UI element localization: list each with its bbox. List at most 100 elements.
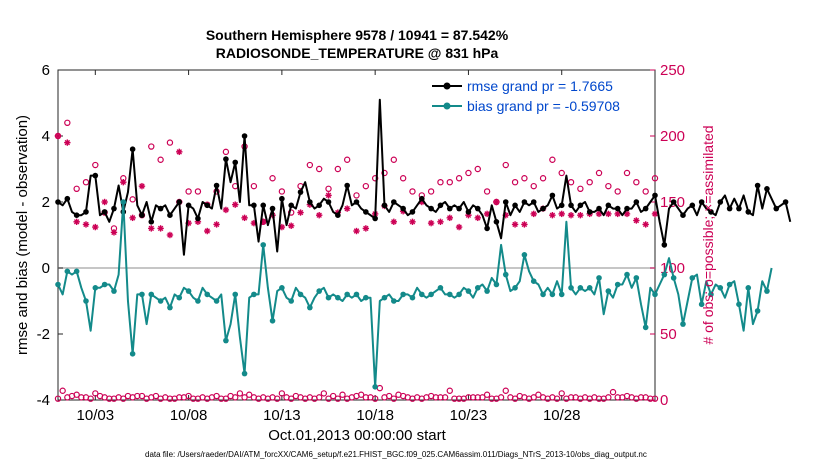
rmse-point xyxy=(400,205,406,212)
obs_bottom_possible-point xyxy=(236,390,244,397)
obs_assimilated-point xyxy=(362,225,370,232)
rmse-point xyxy=(530,199,537,205)
rmse-point xyxy=(708,209,714,215)
obs_possible-point xyxy=(362,182,370,190)
bias-point xyxy=(633,275,640,281)
obs_possible-point xyxy=(633,178,640,186)
rmse-point xyxy=(391,199,397,205)
x-axis-ticks: 10/03 10/08 10/13 10/18 10/23 10/28 xyxy=(77,70,580,424)
rmse-point xyxy=(717,199,724,205)
rmse-point xyxy=(204,202,211,209)
obs_possible-point xyxy=(148,143,155,150)
rmse-point xyxy=(279,195,285,202)
rmse-point xyxy=(745,209,752,215)
rmse-point xyxy=(521,199,528,205)
bias-point xyxy=(558,291,565,298)
obs_bottom_possible-point xyxy=(558,390,565,397)
rmse-point xyxy=(568,202,574,209)
bias-point xyxy=(764,288,770,294)
obs_bottom_possible-point xyxy=(553,395,561,402)
rmse-point xyxy=(325,199,332,205)
obs_assimilated-point xyxy=(427,219,435,227)
rmse-point xyxy=(540,205,546,212)
obs_assimilated-point xyxy=(101,198,108,206)
obs_possible-point xyxy=(315,165,323,173)
x-axis-label: Oct.01,2013 00:00:00 start xyxy=(268,427,446,444)
rmse-point xyxy=(157,205,164,212)
rmse-point xyxy=(512,202,518,209)
rmse-point xyxy=(446,205,453,212)
obs_assimilated-point xyxy=(577,212,584,219)
obs_assimilated-point xyxy=(605,210,612,218)
obs_assimilated-point xyxy=(483,210,491,218)
obs_bottom_possible-point xyxy=(152,392,160,400)
bias-point xyxy=(456,291,462,298)
bias-point xyxy=(269,318,276,324)
obs_assimilated-point xyxy=(446,214,453,222)
obs_possible-point xyxy=(567,178,575,186)
obs_possible-point xyxy=(334,165,342,173)
obs_possible-point xyxy=(502,161,509,169)
bias-point xyxy=(437,285,444,291)
bias-point xyxy=(642,324,649,331)
bias-point xyxy=(64,268,71,275)
obs_assimilated-point xyxy=(474,214,481,222)
obs_assimilated-point xyxy=(222,206,230,214)
bias-point xyxy=(167,304,173,311)
y-left-tick-label: 0 xyxy=(42,260,50,277)
y-axis-left-label: rmse and bias (model - observation) xyxy=(14,115,31,355)
obs_bottom_possible-point xyxy=(92,390,99,397)
obs_possible-point xyxy=(250,182,258,190)
obs_bottom_possible-point xyxy=(54,395,62,402)
obs_bottom_possible-point xyxy=(530,394,537,401)
bias-point xyxy=(521,252,528,258)
chart-title-line2: RADIOSONDE_TEMPERATURE @ 831 hPa xyxy=(216,45,499,61)
rmse-point xyxy=(549,192,556,199)
obs_assimilated-point xyxy=(437,218,444,225)
bias-point xyxy=(260,242,267,248)
bias-point xyxy=(502,271,509,278)
obs_possible-point xyxy=(325,185,332,192)
rmse-point xyxy=(353,199,360,205)
obs_assimilated-point xyxy=(343,205,351,212)
bias-line xyxy=(57,201,773,388)
obs_possible-point xyxy=(157,156,164,163)
bias-point xyxy=(745,285,752,291)
rmse-point xyxy=(736,205,742,212)
obs_assimilated-point xyxy=(64,139,71,146)
bias-point xyxy=(353,291,360,298)
rmse-point xyxy=(661,242,668,248)
bias-point xyxy=(661,271,668,278)
bias-point xyxy=(540,291,546,298)
rmse-point xyxy=(614,205,621,212)
bias-point xyxy=(223,337,229,344)
obs_possible-point xyxy=(399,175,407,182)
rmse-point xyxy=(83,209,89,215)
rmse-point xyxy=(101,209,108,215)
rmse-point xyxy=(754,182,761,189)
obs_bottom_possible-point xyxy=(535,391,542,398)
bias-point xyxy=(754,308,761,314)
obs_bottom_possible-point xyxy=(357,391,365,398)
bias-point xyxy=(549,291,556,298)
bias-point xyxy=(736,301,742,308)
rmse-point xyxy=(344,182,350,189)
obs_possible-point xyxy=(343,156,351,163)
bias-point xyxy=(381,294,388,301)
y-left-tick-label: 4 xyxy=(42,128,50,145)
bias-point xyxy=(325,294,332,301)
rmse-point xyxy=(288,202,295,209)
obs_assimilated-point xyxy=(82,221,90,228)
rmse-point xyxy=(605,202,612,209)
bias-series xyxy=(55,199,773,390)
bias-point xyxy=(195,298,201,304)
bias-point xyxy=(288,298,295,304)
bias-point xyxy=(586,285,593,291)
rmse-point xyxy=(502,199,509,205)
bias-point xyxy=(624,271,630,278)
bias-point xyxy=(446,291,453,298)
obs_possible-point xyxy=(595,169,603,177)
bias-point xyxy=(101,281,108,288)
legend: rmse grand pr = 1.7665 bias grand pr = -… xyxy=(422,75,652,115)
obs_assimilated-point xyxy=(157,225,164,232)
